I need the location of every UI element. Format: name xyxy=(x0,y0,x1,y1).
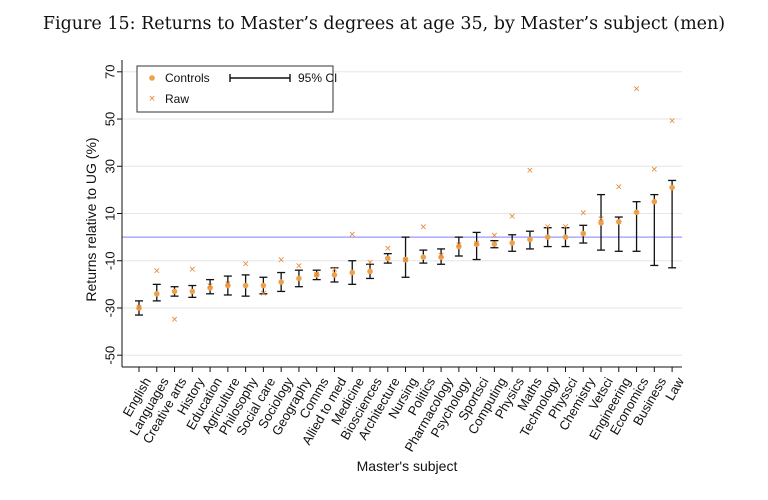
controls-point xyxy=(420,254,427,260)
legend-controls-marker xyxy=(149,75,155,81)
controls-point xyxy=(651,198,658,205)
controls-point xyxy=(527,236,533,243)
raw-point: × xyxy=(260,289,268,299)
legend: Controls 95% CI × Raw xyxy=(136,65,337,113)
y-tick-label: -30 xyxy=(103,299,118,318)
controls-point xyxy=(136,305,142,311)
legend-box xyxy=(136,65,334,113)
ci-bars xyxy=(135,179,677,316)
controls-point xyxy=(384,255,391,262)
controls-point xyxy=(313,272,320,278)
raw-point: × xyxy=(420,223,428,233)
raw-point: × xyxy=(597,214,605,224)
raw-point: × xyxy=(526,166,534,176)
raw-point: × xyxy=(153,266,161,276)
raw-point: × xyxy=(277,256,285,266)
raw-point: × xyxy=(366,258,374,268)
raw-point: × xyxy=(562,223,570,233)
controls-point xyxy=(189,288,196,295)
raw-point: × xyxy=(544,223,552,233)
controls-point xyxy=(580,230,587,237)
raw-point: × xyxy=(633,85,641,95)
y-tick-label: 50 xyxy=(103,112,118,126)
controls-point xyxy=(598,220,604,226)
controls-point xyxy=(509,240,515,246)
raw-point: × xyxy=(473,239,481,249)
raw-point: × xyxy=(668,116,676,126)
raw-point: × xyxy=(455,240,463,250)
y-axis-label: Returns relative to UG (%) xyxy=(83,137,99,301)
raw-point: × xyxy=(295,262,303,272)
legend-ci-label: 95% CI xyxy=(298,71,337,85)
grid-lines xyxy=(122,71,682,356)
raw-point: × xyxy=(402,256,410,266)
y-tick-label: 30 xyxy=(103,159,118,173)
legend-controls-label: Controls xyxy=(165,71,210,85)
y-tick-label: -50 xyxy=(103,346,118,365)
controls-point xyxy=(669,184,675,191)
controls-point xyxy=(296,275,302,282)
raw-points: × × × × × × × × × × × × × × × × × × × × × × × × × × × × × × × xyxy=(135,85,676,325)
controls-point xyxy=(367,268,373,275)
controls-point xyxy=(633,209,640,216)
raw-point: × xyxy=(313,270,321,280)
y-tick-label: 10 xyxy=(103,206,118,220)
raw-point: × xyxy=(206,282,214,292)
controls-point xyxy=(544,234,551,240)
controls-points xyxy=(136,184,675,311)
controls-point xyxy=(562,234,569,240)
raw-point: × xyxy=(242,259,250,269)
y-axis: 70 50 30 10 -10 -30 -50 xyxy=(103,60,123,367)
controls-point xyxy=(491,241,498,247)
raw-point: × xyxy=(651,165,659,175)
raw-point: × xyxy=(508,212,516,222)
raw-point: × xyxy=(135,303,143,313)
controls-point xyxy=(615,218,622,225)
legend-raw-marker: × xyxy=(148,94,156,104)
raw-point: × xyxy=(224,279,232,289)
y-tick-label: 70 xyxy=(103,65,118,79)
y-tick-label: -10 xyxy=(103,251,118,270)
raw-point: × xyxy=(491,231,499,241)
controls-point xyxy=(456,243,462,250)
raw-point: × xyxy=(171,315,179,325)
raw-point: × xyxy=(579,209,587,219)
x-tick-label: Law xyxy=(662,374,687,403)
controls-point xyxy=(242,282,249,289)
controls-point xyxy=(260,282,267,289)
controls-point xyxy=(402,256,409,263)
legend-raw-label: Raw xyxy=(165,92,189,106)
controls-point xyxy=(225,282,231,289)
controls-point xyxy=(331,272,338,278)
controls-point xyxy=(473,241,480,247)
controls-point xyxy=(153,290,160,297)
figure-title: Figure 15: Returns to Master’s degrees a… xyxy=(42,14,726,34)
raw-point: × xyxy=(331,265,339,275)
raw-point: × xyxy=(348,230,356,240)
raw-point: × xyxy=(384,244,392,254)
raw-point: × xyxy=(437,251,445,261)
raw-point: × xyxy=(189,265,197,275)
raw-point: × xyxy=(615,183,623,193)
controls-point xyxy=(349,269,356,276)
controls-point xyxy=(438,254,444,260)
controls-point xyxy=(171,288,178,295)
controls-point xyxy=(278,279,284,285)
x-axis-label: Master's subject xyxy=(357,458,458,474)
controls-point xyxy=(207,285,213,291)
